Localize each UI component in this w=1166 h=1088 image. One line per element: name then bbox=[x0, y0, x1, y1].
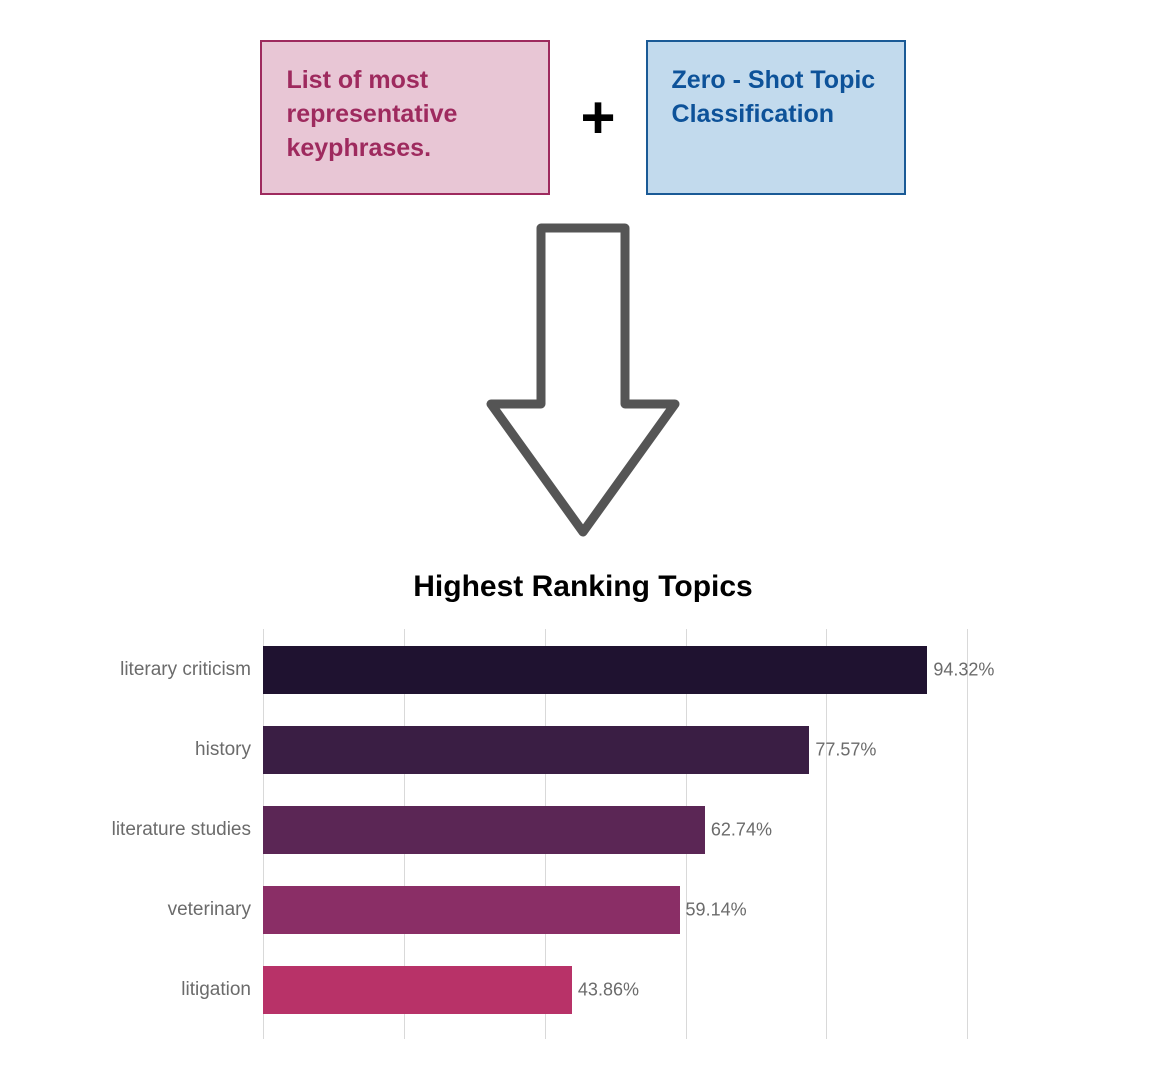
bar-track: 62.74% bbox=[263, 806, 1073, 854]
plus-icon: + bbox=[580, 88, 615, 148]
top-diagram-row: List of most representative keyphrases. … bbox=[0, 40, 1166, 195]
bar-track: 59.14% bbox=[263, 886, 1073, 934]
down-arrow-icon bbox=[483, 220, 683, 545]
bar-label: literary criticism bbox=[93, 659, 263, 681]
chart-area: literary criticism94.32%history77.57%lit… bbox=[93, 634, 1073, 1034]
bar-value: 43.86% bbox=[572, 980, 639, 1001]
zeroshot-box: Zero - Shot Topic Classification bbox=[646, 40, 906, 195]
chart-section: Highest Ranking Topics literary criticis… bbox=[93, 570, 1073, 1034]
bar-fill: 94.32% bbox=[263, 646, 927, 694]
plus-symbol: + bbox=[580, 84, 615, 151]
bar-row: history77.57% bbox=[93, 714, 1073, 786]
bar-track: 77.57% bbox=[263, 726, 1073, 774]
bar-value: 59.14% bbox=[680, 900, 747, 921]
chart-title: Highest Ranking Topics bbox=[93, 570, 1073, 604]
bar-fill: 59.14% bbox=[263, 886, 680, 934]
bar-label: veterinary bbox=[93, 899, 263, 921]
bar-label: literature studies bbox=[93, 819, 263, 841]
bar-label: litigation bbox=[93, 979, 263, 1001]
bar-value: 62.74% bbox=[705, 820, 772, 841]
bar-row: literary criticism94.32% bbox=[93, 634, 1073, 706]
bar-fill: 77.57% bbox=[263, 726, 809, 774]
bar-row: literature studies62.74% bbox=[93, 794, 1073, 866]
keyphrases-box-text: List of most representative keyphrases. bbox=[286, 66, 457, 162]
bar-row: litigation43.86% bbox=[93, 954, 1073, 1026]
bar-value: 77.57% bbox=[809, 740, 876, 761]
bar-label: history bbox=[93, 739, 263, 761]
zeroshot-box-text: Zero - Shot Topic Classification bbox=[672, 66, 876, 128]
bar-fill: 62.74% bbox=[263, 806, 705, 854]
bar-track: 43.86% bbox=[263, 966, 1073, 1014]
bar-value: 94.32% bbox=[927, 660, 994, 681]
bar-row: veterinary59.14% bbox=[93, 874, 1073, 946]
bar-fill: 43.86% bbox=[263, 966, 572, 1014]
keyphrases-box: List of most representative keyphrases. bbox=[260, 40, 550, 195]
arrow-svg bbox=[483, 220, 683, 540]
bar-track: 94.32% bbox=[263, 646, 1073, 694]
